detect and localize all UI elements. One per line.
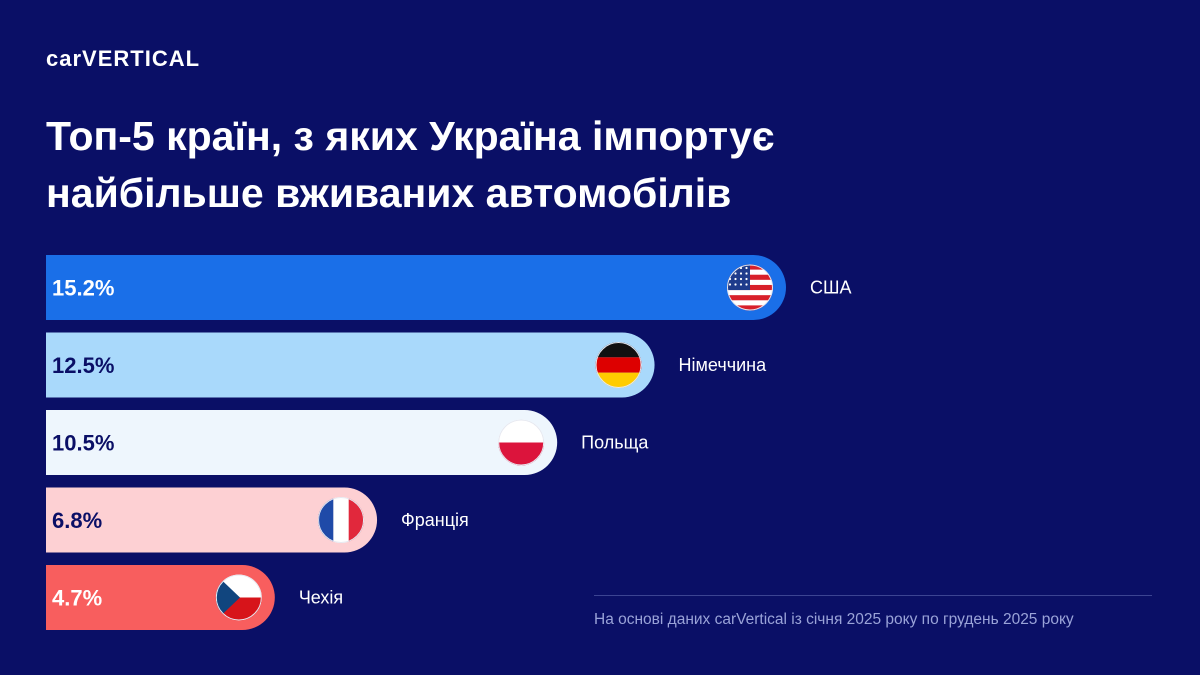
source-note: На основі даних carVertical із січня 202… — [594, 611, 1074, 628]
poland-flag-icon — [498, 419, 545, 466]
bar-3 — [46, 410, 558, 475]
usa-flag-icon — [727, 264, 773, 311]
category-label: Польща — [581, 433, 649, 453]
value-label: 10.5% — [52, 431, 114, 456]
value-label: 12.5% — [52, 353, 114, 378]
category-label: США — [810, 278, 852, 298]
footer-divider — [594, 595, 1152, 596]
chart-title: Топ-5 країн, з яких Україна імпортує най… — [46, 113, 775, 216]
czechia-flag-icon — [215, 574, 262, 621]
france-flag-icon — [318, 497, 365, 543]
category-label: Чехія — [299, 588, 343, 608]
bar-1 — [46, 255, 786, 320]
value-label: 6.8% — [52, 508, 102, 533]
carvertical-logo: carVERTICAL — [46, 46, 201, 71]
bar-5 — [46, 565, 275, 630]
bar-4 — [46, 487, 378, 553]
category-label: Франція — [401, 510, 469, 530]
category-label: Німеччина — [679, 355, 768, 375]
value-label: 15.2% — [52, 276, 114, 301]
value-label: 4.7% — [52, 586, 102, 611]
germany-flag-icon — [595, 342, 642, 388]
bar-2 — [46, 332, 655, 398]
